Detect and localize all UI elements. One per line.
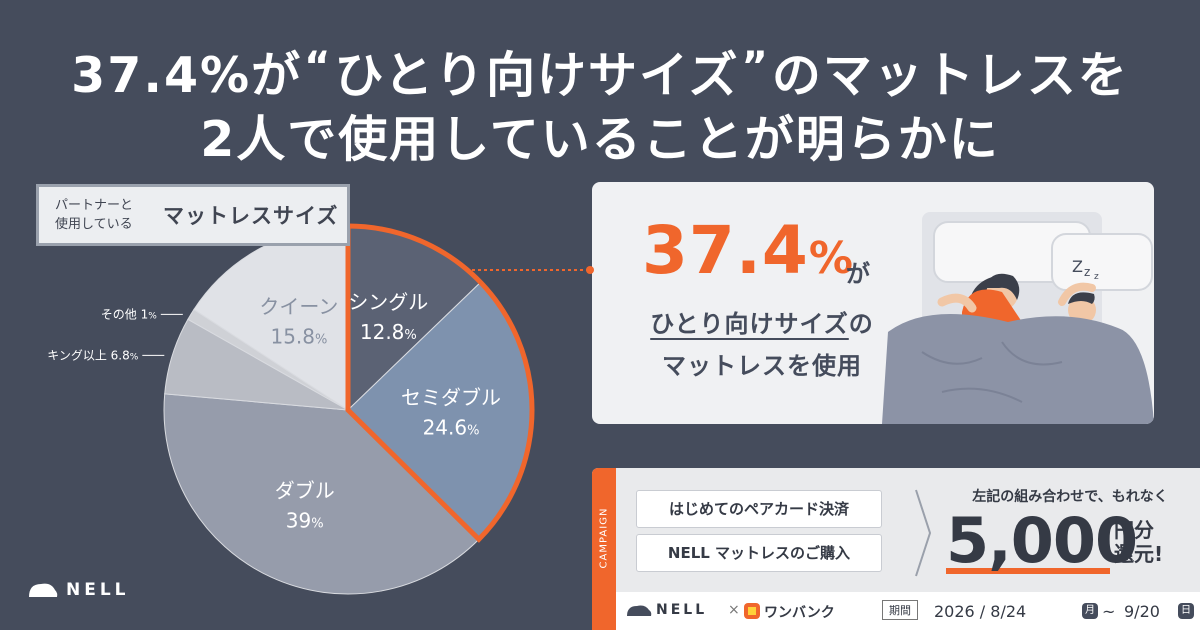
slice-value-セミダブル: 24.6% xyxy=(423,416,480,440)
campaign-unit-line-1: 円分 xyxy=(1114,518,1154,542)
headline-line-1: 37.4%が“ひとり向けサイズ”のマットレスを xyxy=(0,36,1200,107)
slice-label-クイーン: クイーン xyxy=(259,294,338,318)
svg-text:z: z xyxy=(1094,272,1099,282)
headline-line-2: 2人で使用していることが明らかに xyxy=(200,111,1000,168)
chart-title-box: パートナーと 使用している マットレスサイズ xyxy=(36,184,350,246)
svg-text:z: z xyxy=(1084,265,1090,279)
callout-dot xyxy=(586,266,594,274)
nell-bear-icon xyxy=(29,583,58,597)
period-tilde: ~ xyxy=(1102,602,1116,621)
callout-percent: 37.4% xyxy=(642,212,854,289)
campaign-lead: 左記の組み合わせで、もれなく xyxy=(972,489,1168,505)
slice-label-シングル: シングル xyxy=(348,290,428,314)
svg-text:Z: Z xyxy=(1072,257,1083,276)
period-end: 9/20 xyxy=(1124,602,1160,621)
callout-line-2-rest: の xyxy=(848,310,874,338)
onebank-logo-icon xyxy=(744,603,760,619)
start-day-badge: 月 xyxy=(1082,603,1098,619)
campaign-tab: CAMPAIGN xyxy=(592,468,616,630)
footer-partner: ワンバンク xyxy=(764,605,835,621)
campaign-footer: NELL × ワンバンク 期間 2026 / 8/24 月 ~ 9/20 日 xyxy=(616,592,1200,630)
campaign-condition-1: はじめてのペアカード決済 xyxy=(636,490,882,528)
callout-ga: が xyxy=(846,260,870,288)
chart-subtitle-line-2: 使用している xyxy=(55,217,133,232)
callout-line-2: ひとり向けサイズの xyxy=(632,304,892,339)
slice-label-その他: その他 1% xyxy=(101,307,157,321)
headline-mid: ひとり向けサイズ xyxy=(334,47,740,104)
chart-title: マットレスサイズ xyxy=(163,204,339,228)
pie-slice-2 xyxy=(163,393,480,595)
footer-cross: × xyxy=(728,602,740,618)
sleeping-couple-illustration: Z z z xyxy=(882,212,1154,424)
footer-nell: NELL xyxy=(656,602,708,618)
slice-value-シングル: 12.8% xyxy=(360,320,417,344)
slice-label-キング以上: キング以上 6.8% xyxy=(47,348,139,362)
slice-value-ダブル: 39% xyxy=(286,509,324,533)
chart-subtitle: パートナーと 使用している xyxy=(55,196,163,234)
callout-percent-value: 37.4 xyxy=(642,212,809,289)
chart-subtitle-line-1: パートナーと xyxy=(55,198,134,213)
callout-percent-unit: % xyxy=(808,233,854,284)
brand-name: NELL xyxy=(66,580,130,600)
close-quote: ” xyxy=(741,44,770,90)
campaign-unit: 円分 還元! xyxy=(1114,518,1163,566)
nell-logo: NELL xyxy=(28,580,130,600)
campaign-condition-2: NELL マットレスのご購入 xyxy=(636,534,882,572)
callout-line-3: マットレスを使用 xyxy=(662,352,862,380)
period-start: 2026 / 8/24 xyxy=(934,602,1027,621)
campaign-amount: 5,000 xyxy=(946,504,1138,577)
amount-underline xyxy=(946,568,1110,574)
slice-label-ダブル: ダブル xyxy=(275,479,335,503)
slice-label-セミダブル: セミダブル xyxy=(401,386,501,410)
open-quote: “ xyxy=(304,44,333,90)
nell-bear-icon xyxy=(627,605,652,616)
highlight-outline xyxy=(345,223,535,543)
callout-underlined: ひとり向けサイズ xyxy=(650,310,849,338)
callout-card: 37.4% が ひとり向けサイズの マットレスを使用 Z z z xyxy=(592,182,1154,424)
headline-pre: 37.4%が xyxy=(71,47,303,104)
campaign-unit-line-2: 還元! xyxy=(1114,542,1164,566)
headline-post: のマットレスを xyxy=(771,47,1129,104)
chevron-right-icon xyxy=(915,489,932,577)
period-label: 期間 xyxy=(882,600,918,620)
end-day-badge: 日 xyxy=(1178,603,1194,619)
campaign-panel: CAMPAIGN はじめてのペアカード決済 NELL マットレスのご購入 左記の… xyxy=(592,468,1200,630)
slice-value-クイーン: 15.8% xyxy=(270,324,327,348)
